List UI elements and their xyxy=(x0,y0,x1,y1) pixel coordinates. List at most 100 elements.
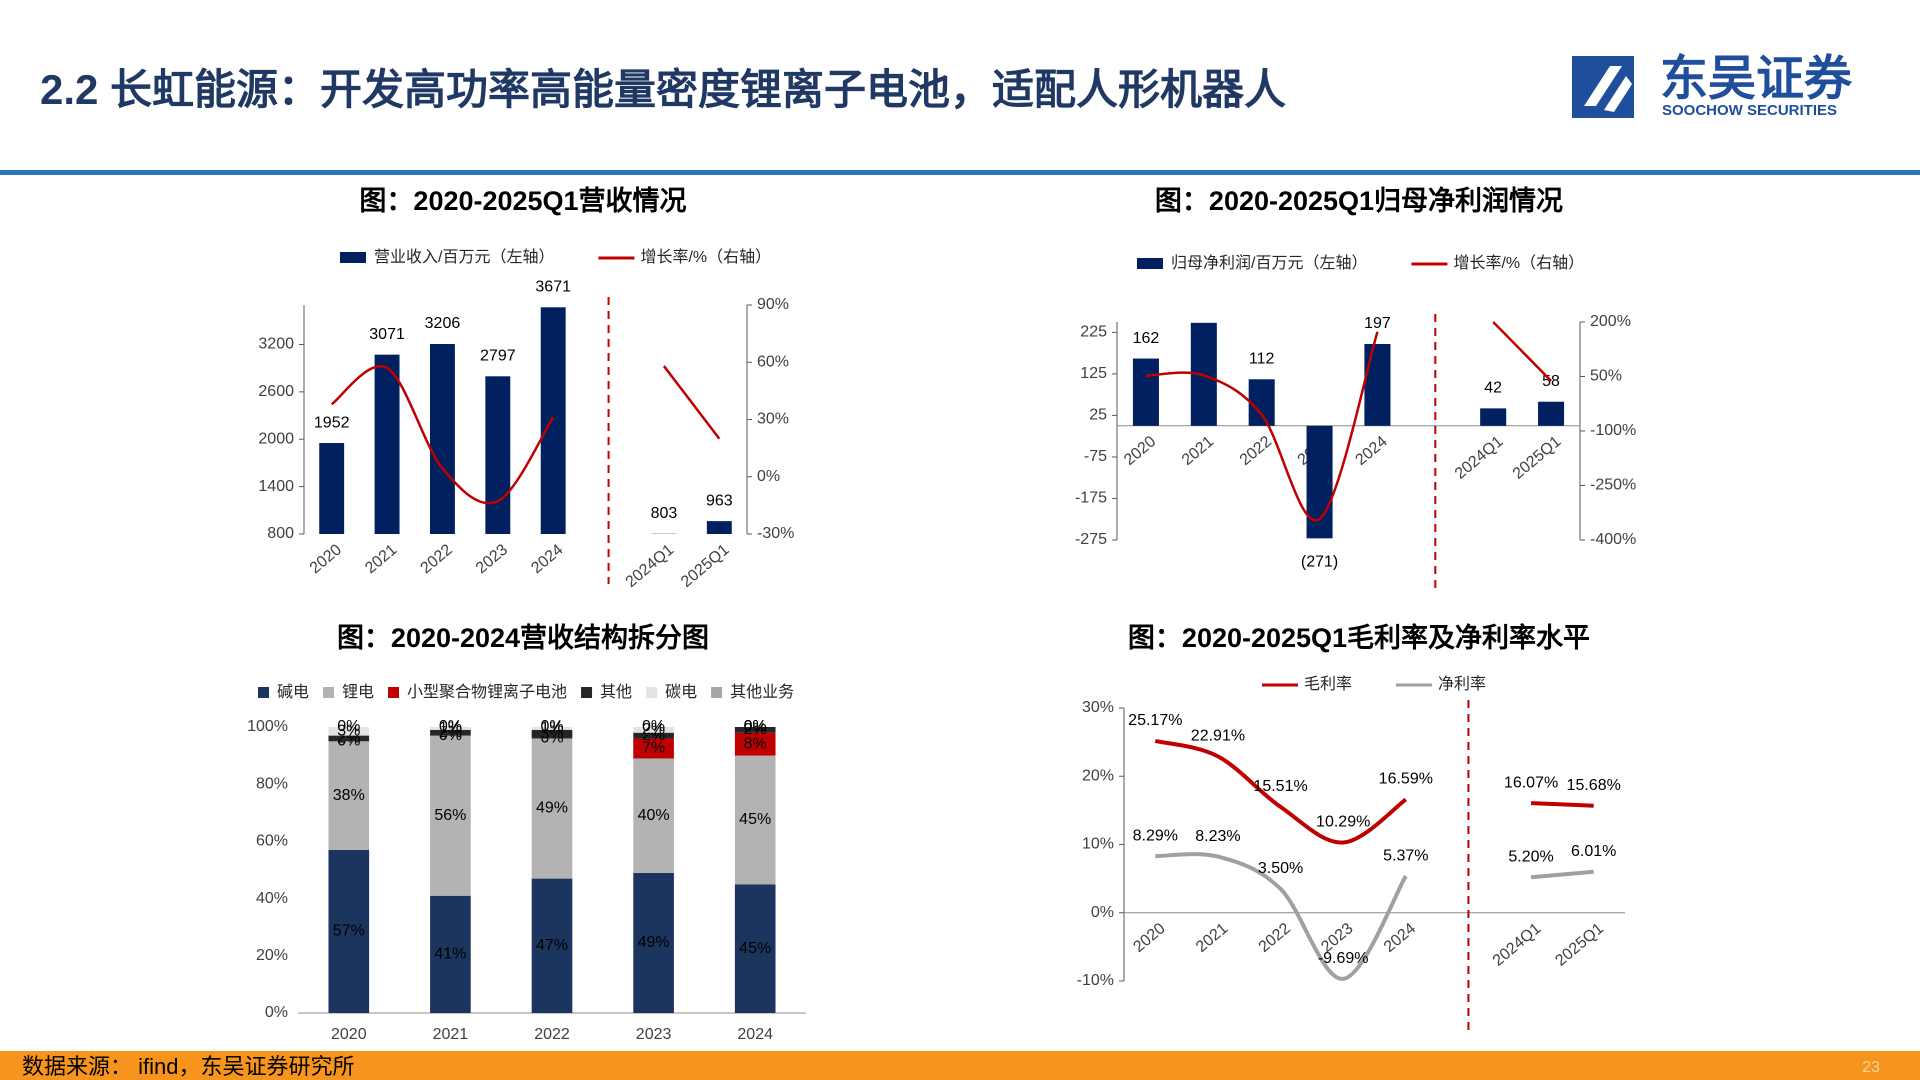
data-label: 3% xyxy=(337,723,360,740)
data-label: 6.01% xyxy=(1571,843,1616,860)
data-label: 3.50% xyxy=(1258,860,1303,877)
x-tick-label: 2022 xyxy=(1237,433,1275,469)
data-label: 45% xyxy=(739,811,771,828)
page-number: 23 xyxy=(1862,1059,1880,1076)
data-label: 963 xyxy=(706,492,733,509)
logo-icon xyxy=(1572,56,1634,118)
series-line xyxy=(1155,852,1594,981)
bar-segment xyxy=(430,735,471,896)
bar-segment xyxy=(734,884,776,1013)
data-label: 45% xyxy=(739,940,771,957)
legend-swatch xyxy=(388,687,400,698)
x-tick-label: 2023 xyxy=(636,1026,672,1043)
y-tick-label: 225 xyxy=(1080,324,1107,341)
y-tick-label: 800 xyxy=(267,525,294,542)
data-label: 0% xyxy=(744,718,767,735)
data-label: 42 xyxy=(1484,380,1502,397)
header-rule xyxy=(0,170,1920,175)
y2-tick-label: 30% xyxy=(757,411,789,428)
y-tick-label: -275 xyxy=(1075,531,1107,548)
y2-tick-label: -30% xyxy=(757,525,794,542)
x-tick-label: 2025Q1 xyxy=(1552,920,1607,970)
y-tick-label: 40% xyxy=(256,890,288,907)
y-tick-label: -10% xyxy=(1077,972,1114,989)
data-label: 0% xyxy=(744,718,767,735)
data-label: 3671 xyxy=(535,279,571,296)
legend-label: 其他 xyxy=(600,683,632,701)
series-line xyxy=(1145,321,1552,522)
x-tick-label: 2021 xyxy=(1193,920,1231,956)
data-label: 112 xyxy=(1249,351,1275,368)
chart-title: 图：2020-2025Q1营收情况 xyxy=(359,186,686,216)
legend-label: 碱电 xyxy=(277,683,309,701)
y-tick-label: 2000 xyxy=(258,430,294,447)
x-tick-label: 2021 xyxy=(362,541,400,577)
data-label: 3071 xyxy=(369,326,405,343)
logo-en: SOOCHOW SECURITIES xyxy=(1662,102,1837,119)
data-label: 1952 xyxy=(314,414,350,431)
bar xyxy=(1480,408,1507,426)
chart-title: 图：2020-2024营收结构拆分图 xyxy=(337,623,709,653)
data-label: 16.07% xyxy=(1504,774,1558,791)
bar-segment xyxy=(633,872,674,1013)
data-label: 41% xyxy=(434,946,466,963)
data-label: 197 xyxy=(1364,315,1391,332)
y-tick-label: 20% xyxy=(1082,767,1114,784)
bar-segment xyxy=(430,895,471,1013)
bar xyxy=(540,307,566,534)
data-label: (271) xyxy=(1301,554,1338,571)
y2-tick-label: 90% xyxy=(757,296,789,313)
bar-segment xyxy=(633,758,674,873)
y2-tick-label: 60% xyxy=(757,353,789,370)
bar-segment xyxy=(531,878,573,1013)
y-tick-label: 100% xyxy=(247,718,288,735)
data-label: 8.23% xyxy=(1195,828,1240,845)
y2-tick-label: 50% xyxy=(1590,368,1622,385)
legend-swatch xyxy=(581,687,593,698)
data-label: 7% xyxy=(642,740,665,757)
x-tick-label: 2025Q1 xyxy=(1510,433,1565,483)
x-tick-label: 2022 xyxy=(418,541,456,577)
data-label: 0% xyxy=(337,718,360,735)
data-label: 22.91% xyxy=(1191,728,1245,745)
y-tick-label: 0% xyxy=(1091,904,1114,921)
y-tick-label: 125 xyxy=(1080,365,1107,382)
bar-segment xyxy=(531,738,573,879)
chart-title: 图：2020-2025Q1归母净利润情况 xyxy=(1155,185,1563,216)
x-tick-label: 2022 xyxy=(1256,920,1294,956)
bar-segment xyxy=(430,729,471,736)
data-label: 15.51% xyxy=(1253,778,1307,795)
data-label: 5.20% xyxy=(1508,848,1553,865)
y-tick-label: 80% xyxy=(256,775,288,792)
legend-label: 其他业务 xyxy=(730,683,794,701)
data-label: 49% xyxy=(536,800,568,817)
bar-segment xyxy=(328,727,370,736)
data-label: 15.68% xyxy=(1567,777,1621,794)
data-label: 1% xyxy=(439,720,462,737)
y-tick-label: 25 xyxy=(1089,407,1107,424)
bar xyxy=(485,376,511,534)
data-label: 0% xyxy=(540,718,563,735)
bar-segment xyxy=(633,738,674,759)
x-tick-label: 2023 xyxy=(473,541,511,577)
legend-swatch xyxy=(323,687,335,698)
legend-swatch xyxy=(646,687,658,698)
legend-label: 增长率/%（右轴） xyxy=(1453,254,1584,272)
data-label: 803 xyxy=(651,505,678,522)
y-tick-label: -75 xyxy=(1084,448,1107,465)
bar xyxy=(1132,358,1159,426)
x-tick-label: 2024Q1 xyxy=(623,541,678,591)
footer-source: 数据来源： ifind，东吴证券研究所 xyxy=(22,1054,354,1079)
bar-segment xyxy=(734,727,776,733)
data-label: 16.59% xyxy=(1379,771,1433,788)
data-label: 5.37% xyxy=(1383,847,1428,864)
data-label: 38% xyxy=(333,787,365,804)
x-tick-label: 2020 xyxy=(331,1026,367,1043)
x-tick-label: 2024 xyxy=(737,1026,773,1043)
data-label: 49% xyxy=(638,934,670,951)
bar xyxy=(1364,344,1391,426)
bar xyxy=(374,354,400,534)
data-label: 10.29% xyxy=(1316,814,1370,831)
data-label: 25.17% xyxy=(1128,712,1182,729)
legend-label: 增长率/%（右轴） xyxy=(640,248,771,266)
